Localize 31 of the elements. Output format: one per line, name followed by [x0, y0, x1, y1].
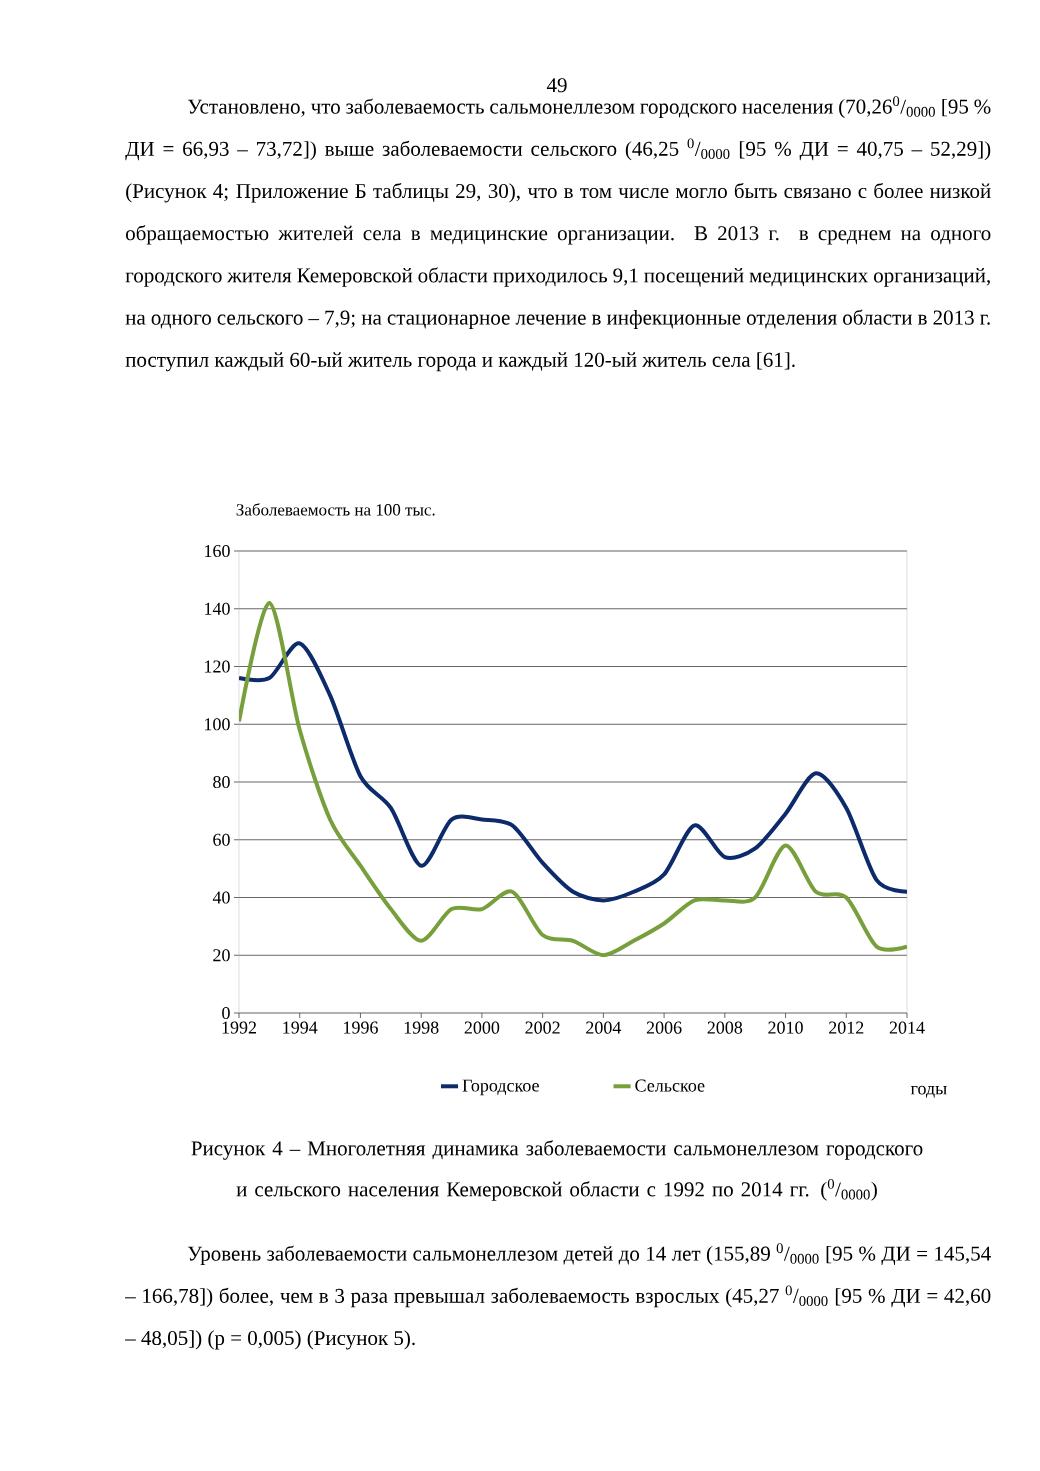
x-tick-label: 2012 [829, 1021, 864, 1034]
line-series [239, 641, 907, 903]
y-axis-title: Заболеваемость на 100 тыс. [236, 503, 435, 516]
text: Уровень заболеваемости сальмонеллезом детей до 14 лет (155,89 $^{0}$/$_{0000}$ [95 % ДИ = 145,54 – 166,78]) более, чем в 3 раза превышал заболеваемость взрослых (45,27 $^{0}$/$_{0000}$ [95 % ДИ = 42,60 – 48,05]) (p = 0,005) (Рисунок 5). [125, 1243, 991, 1350]
x-tick-label: 1996 [344, 1021, 378, 1034]
y-tick-label: 0 [222, 1006, 230, 1020]
text: 49 [546, 78, 567, 93]
y-tick-label: 80 [213, 775, 230, 789]
y-tick-label: 120 [205, 660, 230, 673]
x-tick-label: 2000 [464, 1021, 500, 1034]
line-series [239, 600, 907, 958]
y-tick-label: 60 [213, 833, 230, 846]
text: Установлено, что заболеваемость сальмонеллезом городского населения (70,26$^{0}$/$_{0000}$ [95 % ДИ = 66,93 – 73,72]) выше заболеваемости сельского (46,25 $^{0}$/$_{0000}$ [95 % ДИ = 40,75 – 52,29]) (Рисунок 4; Приложение Б таблицы 29, 30), что в том числе могло быть связано с более низкой обращаемостью жителей села в медицинские организации. В 2013 г. в среднем на одного городского жителя Кемеровской области приходилось 9,1 посещений медицинских организаций, на одного сельского – 7,9; на стационарное лечение в инфекционные отделения области в 2013 г. поступил каждый 60-ый житель города и каждый 120-ый житель села [61]. [125, 96, 991, 372]
y-tick-label: 100 [205, 718, 230, 731]
x-axis-title: годы [910, 1085, 947, 1098]
x-tick-label: 2002 [525, 1021, 560, 1034]
x-tick-label: 2004 [586, 1021, 622, 1034]
y-tick-label: 160 [205, 544, 230, 558]
text: Рисунок 4 – Многолетняя динамика заболеваемости сальмонеллезом городского и сельского населения Кемеровской области с 1992 по 2014 гг. ($^{0}$/$_{0000}$) [191, 1140, 923, 1201]
x-tick-label: 1992 [222, 1021, 257, 1034]
legend-label: Сельское [635, 1079, 705, 1092]
x-tick-label: 2008 [707, 1021, 743, 1034]
x-tick-label: 2010 [768, 1021, 803, 1034]
x-tick-label: 2014 [889, 1021, 925, 1034]
x-tick-label: 1994 [283, 1021, 318, 1034]
x-tick-label: 2006 [646, 1021, 682, 1034]
y-tick-label: 20 [213, 949, 230, 962]
legend-label: Городское [462, 1079, 539, 1096]
x-tick-label: 1998 [404, 1021, 439, 1034]
y-tick-label: 140 [205, 602, 230, 615]
y-tick-label: 40 [212, 891, 230, 904]
